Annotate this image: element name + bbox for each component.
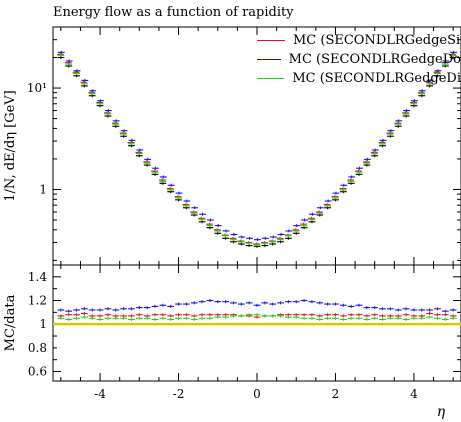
chart-title: Energy flow as a function of rapidity: [53, 5, 294, 20]
x-tick-label: -4: [94, 387, 106, 401]
legend-item: MC (SECONDLRGedgeDi: [257, 69, 461, 88]
y-tick-label: 1: [39, 317, 47, 331]
legend-line-green: [257, 78, 285, 79]
y-tick-label: 1: [39, 182, 47, 196]
legend-label: MC (SECONDLRGedgeDo: [288, 52, 461, 67]
y-tick-label: 0.6: [28, 365, 47, 379]
legend-line-red: [257, 40, 285, 41]
y-tick-label: 1.2: [28, 294, 47, 308]
legend-item: MC (SECONDLRGedgeDo: [257, 50, 461, 69]
x-axis-label: η: [437, 404, 446, 420]
legend-line-blue: [257, 59, 281, 60]
legend-item: MC (SECONDLRGedgeSi: [257, 31, 461, 50]
x-tick-label: 4: [410, 387, 418, 401]
legend-label: MC (SECONDLRGedgeDi: [292, 71, 461, 86]
x-tick-label: 0: [253, 387, 261, 401]
x-tick-label: 2: [332, 387, 340, 401]
y-tick-label: 10¹: [27, 81, 47, 95]
ratio-y-axis-label: MC/data: [3, 294, 18, 351]
y-tick-label: 0.8: [28, 341, 47, 355]
x-tick-label: -2: [173, 387, 185, 401]
main-y-axis-label: 1/N, dE/dη [GeV]: [3, 90, 18, 202]
y-tick-label: 1.4: [28, 270, 47, 284]
legend: MC (SECONDLRGedgeSi MC (SECONDLRGedgeDo …: [257, 31, 461, 88]
legend-label: MC (SECONDLRGedgeSi: [293, 33, 461, 48]
